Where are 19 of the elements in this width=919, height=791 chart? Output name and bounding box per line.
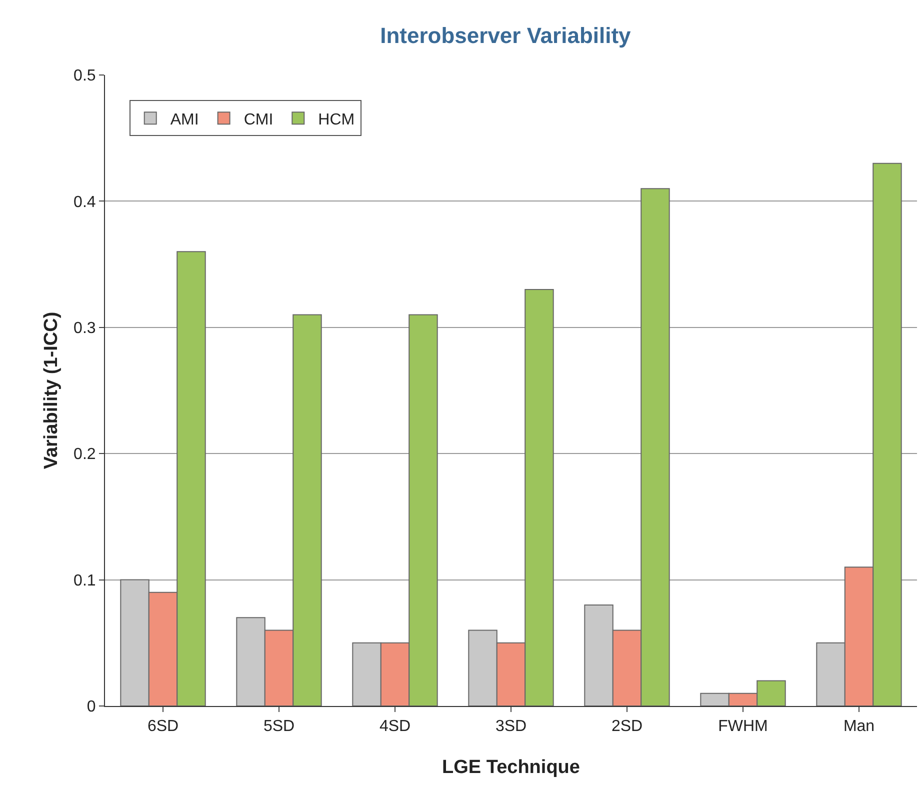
chart-title: Interobserver Variability <box>380 23 632 48</box>
y-tick-label: 0 <box>86 698 96 716</box>
x-tick-label: 2SD <box>611 718 643 736</box>
y-tick-label: 0.3 <box>74 320 96 337</box>
y-axis-title: Variability (1-ICC) <box>41 312 62 470</box>
y-tick-label: 0.5 <box>74 68 96 85</box>
legend-label: CMI <box>244 111 274 128</box>
y-tick-label: 0.2 <box>74 446 96 464</box>
y-tick-label: 0.4 <box>74 194 96 211</box>
x-tick-label: 4SD <box>379 718 411 736</box>
x-tick-label: FWHM <box>718 718 768 736</box>
x-axis-title: LGE Technique <box>442 757 580 778</box>
legend-label: AMI <box>170 111 199 128</box>
x-tick-label: 5SD <box>263 718 295 736</box>
legend-label: HCM <box>318 111 355 128</box>
x-tick-label: 3SD <box>495 718 527 736</box>
x-tick-label: Man <box>843 718 875 736</box>
x-tick-label: 6SD <box>147 718 179 736</box>
y-tick-label: 0.1 <box>74 572 96 590</box>
